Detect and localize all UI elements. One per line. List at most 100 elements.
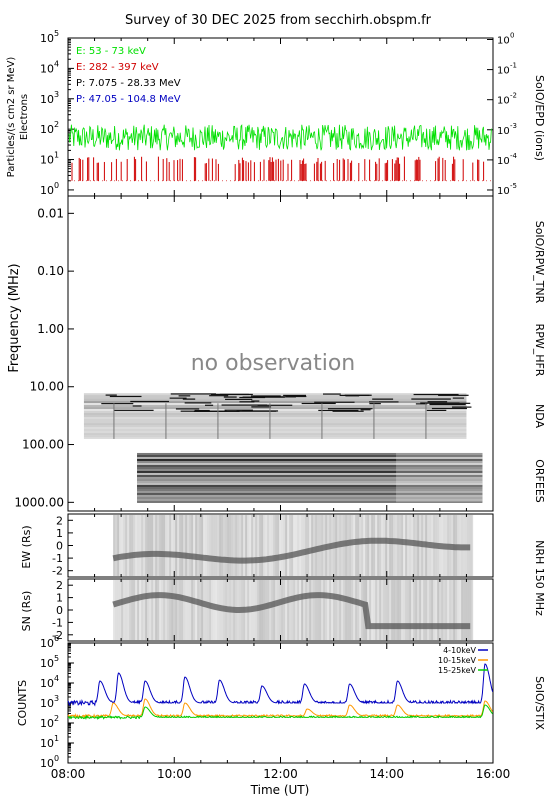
nrh-sn-heatmap-column <box>309 580 312 640</box>
stix-y-tick-exponent: 2 <box>54 714 59 723</box>
nrh-ew-panel: 210-1-2 <box>52 514 474 578</box>
nda-band <box>83 421 467 423</box>
nda-streak <box>318 409 359 412</box>
nda-streak <box>314 401 355 403</box>
nda-band <box>83 431 467 433</box>
nrh-ew-heatmap-column <box>357 515 360 576</box>
nrh-ew-source-track <box>112 537 471 564</box>
nrh-ew-heatmap-column <box>277 515 280 576</box>
nrh-sn-heatmap-column <box>435 580 438 640</box>
nda-streak <box>413 393 459 396</box>
nda-streak <box>429 403 466 406</box>
nrh-sn-heatmap-column <box>393 580 396 640</box>
orfees-band <box>137 500 483 503</box>
nrh-sn-heatmap-column <box>153 580 156 640</box>
nrh-ew-heatmap-column <box>265 515 268 576</box>
nrh-sn-heatmap-column <box>371 580 374 640</box>
nrh-sn-heatmap-column <box>145 580 148 640</box>
epd-right-tick-exponent: -5 <box>510 182 517 190</box>
orfees-band <box>137 460 483 463</box>
x-tick-label: 14:00 <box>369 767 404 781</box>
nrh-ew-heatmap-column <box>237 515 240 576</box>
nrh-sn-heatmap-column <box>167 580 170 640</box>
nrh-sn-heatmap-column <box>297 580 300 640</box>
nrh-sn-heatmap-column <box>413 580 416 640</box>
nda-streak <box>105 394 117 396</box>
radio-label-orfees: ORFEES <box>533 459 546 503</box>
nrh-sn-heatmap-column <box>341 580 344 640</box>
nda-streak <box>225 398 253 400</box>
nrh-ew-heatmap-column <box>159 515 162 576</box>
nda-streak <box>360 409 371 411</box>
nrh-ew-heatmap-column <box>361 515 364 576</box>
stix-y-axis-label: COUNTS <box>16 680 29 726</box>
orfees-band <box>137 498 483 501</box>
orfees-band <box>137 454 483 457</box>
figure-title: Survey of 30 DEC 2025 from secchirh.obsp… <box>125 13 432 28</box>
nda-streak <box>113 409 154 411</box>
nrh-sn-heatmap-column <box>305 580 308 640</box>
epd-y-tick-label: 10 <box>40 184 54 197</box>
nrh-ew-heatmap-column <box>179 515 182 576</box>
epd-y-tick-label: 10 <box>40 93 54 106</box>
nrh-sn-heatmap-column <box>133 580 136 640</box>
nrh-sn-heatmap-column <box>331 580 334 640</box>
nrh-ew-heatmap-column <box>315 515 318 576</box>
nrh-sn-heatmap-column <box>395 580 398 640</box>
nrh-sn-heatmap-column <box>265 580 268 640</box>
nda-streak <box>194 409 210 412</box>
nrh-sn-heatmap-column <box>375 580 378 640</box>
nrh-sn-heatmap-column <box>137 580 140 640</box>
nda-band <box>83 405 467 407</box>
nrh-sn-heatmap-column <box>423 580 426 640</box>
nrh-sn-heatmap-column <box>315 580 318 640</box>
nda-streak <box>327 408 373 410</box>
nda-band <box>83 417 467 419</box>
orfees-band <box>137 466 483 469</box>
orfees-band <box>137 462 483 465</box>
nrh-ew-heatmap-column <box>257 515 260 576</box>
epd-panel: 10 010 110 210 310 410 510 -510 -410-310-210-110… <box>40 29 518 197</box>
nrh-sn-heatmap-column <box>427 580 430 640</box>
nrh-ew-y-tick-label: 2 <box>56 514 63 527</box>
x-tick-label: 10:00 <box>157 767 192 781</box>
nda-streak <box>452 397 465 399</box>
nrh-ew-heatmap-column <box>113 515 116 576</box>
nrh-ew-heatmap-column <box>389 515 392 576</box>
nrh-sn-heatmap-column <box>131 580 134 640</box>
nda-streak <box>429 402 471 404</box>
nda-band <box>83 403 467 405</box>
nrh-ew-heatmap-column <box>383 515 386 576</box>
epd-y-tick-exponent: 2 <box>54 120 59 129</box>
nrh-ew-heatmap-column <box>149 515 152 576</box>
nda-band <box>83 433 467 435</box>
nrh-ew-heatmap-column <box>187 515 190 576</box>
epd-y-tick-exponent: 4 <box>54 59 59 68</box>
nda-streak <box>253 396 296 398</box>
nrh-ew-heatmap-column <box>183 515 186 576</box>
orfees-band <box>137 470 483 473</box>
nrh-ew-heatmap-column <box>219 515 222 576</box>
nrh-sn-heatmap-column <box>275 580 278 640</box>
stix-y-tick-label: 10 <box>40 637 54 650</box>
nrh-sn-heatmap-column <box>281 580 284 640</box>
nrh-sn-heatmap-column <box>181 580 184 640</box>
nrh-sn-heatmap-column <box>165 580 168 640</box>
nda-band <box>83 419 467 421</box>
nrh-sn-heatmap-column <box>293 580 296 640</box>
nrh-ew-heatmap-column <box>311 515 314 576</box>
nrh-sn-heatmap-column <box>399 580 402 640</box>
nrh-sn-heatmap-column <box>211 580 214 640</box>
nrh-sn-heatmap-column <box>125 580 128 640</box>
nda-streak <box>221 404 268 406</box>
epd-right-tick-exponent: -4 <box>510 152 518 160</box>
radio-y-tick-label: 1.00 <box>37 322 64 336</box>
nda-streak <box>301 402 336 405</box>
nrh-sn-heatmap-column <box>159 580 162 640</box>
nrh-sn-heatmap-column <box>169 580 172 640</box>
nrh-sn-heatmap-column <box>273 580 276 640</box>
nrh-ew-heatmap-column <box>363 515 366 576</box>
nrh-ew-heatmap-column <box>141 515 144 576</box>
